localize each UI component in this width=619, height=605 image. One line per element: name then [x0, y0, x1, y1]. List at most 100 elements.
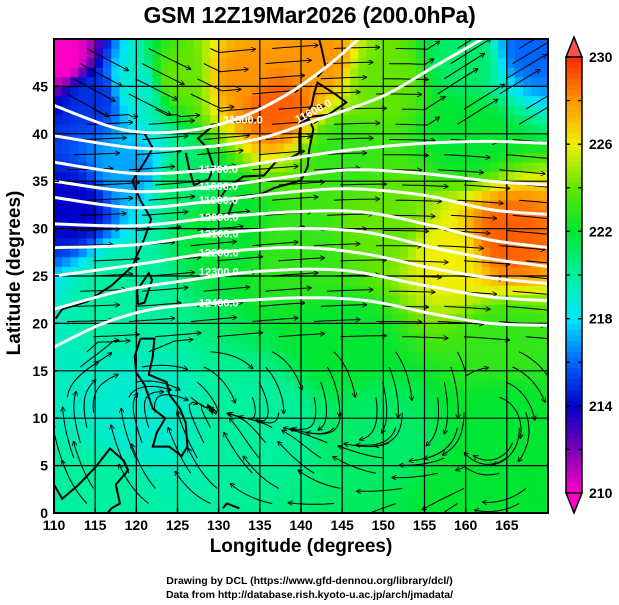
field-cell	[136, 86, 145, 97]
field-cell	[506, 105, 516, 116]
field-cell	[350, 48, 359, 59]
field-cell	[317, 398, 326, 410]
field-cell	[267, 493, 277, 504]
colorbar-segment	[566, 225, 582, 232]
field-cell	[201, 95, 211, 106]
field-cell	[111, 247, 121, 258]
field-cell	[61, 142, 71, 154]
field-cell	[218, 408, 228, 419]
field-cell	[391, 218, 401, 229]
field-cell	[465, 171, 475, 182]
field-cell	[350, 503, 359, 513]
field-cell	[383, 180, 392, 191]
field-cell	[103, 503, 112, 513]
field-cell	[333, 484, 343, 495]
field-cell	[152, 39, 162, 49]
field-cell	[119, 474, 129, 485]
field-cell	[226, 398, 236, 410]
field-cell	[218, 142, 228, 154]
field-cell	[243, 105, 252, 116]
field-cell	[465, 152, 475, 163]
field-cell	[457, 48, 466, 59]
field-cell	[300, 190, 310, 201]
field-cell	[152, 114, 162, 125]
field-cell	[292, 379, 302, 391]
field-cell	[218, 76, 228, 87]
field-cell	[218, 304, 228, 315]
field-cell	[366, 370, 376, 381]
field-cell	[358, 361, 368, 372]
field-cell	[54, 124, 63, 135]
field-cell	[350, 342, 359, 353]
field-cell	[317, 76, 326, 87]
field-cell	[54, 237, 63, 248]
field-cell	[193, 285, 203, 296]
streamline	[423, 487, 465, 509]
field-cell	[366, 323, 376, 334]
field-cell	[325, 247, 335, 258]
colorbar-segment	[566, 84, 582, 91]
field-cell	[152, 190, 162, 201]
field-cell	[465, 275, 475, 286]
field-cell	[267, 218, 277, 229]
field-cell	[473, 455, 483, 466]
field-cell	[259, 180, 269, 191]
field-cell	[119, 304, 129, 315]
streamline	[190, 317, 236, 322]
field-cell	[415, 408, 425, 419]
field-cell	[325, 256, 335, 267]
field-cell	[383, 199, 392, 210]
field-cell	[276, 484, 285, 495]
field-cell	[383, 493, 392, 504]
field-cell	[333, 342, 343, 353]
field-cell	[350, 323, 359, 334]
streamline	[278, 442, 315, 474]
field-cell	[440, 39, 450, 49]
field-cell	[358, 266, 368, 277]
field-cell	[374, 503, 384, 513]
field-cell	[391, 446, 401, 457]
field-cell	[185, 76, 195, 87]
field-cell	[514, 86, 524, 97]
field-cell	[399, 493, 409, 504]
field-cell	[234, 474, 244, 485]
field-cell	[210, 199, 219, 210]
field-cell	[531, 370, 541, 381]
field-cell	[490, 474, 499, 485]
field-cell	[78, 142, 88, 154]
field-cell	[391, 398, 401, 410]
field-cell	[440, 313, 450, 324]
streamline	[525, 336, 548, 340]
field-cell	[292, 503, 302, 513]
field-cell	[432, 152, 442, 163]
field-cell	[374, 285, 384, 296]
field-cell	[490, 436, 499, 447]
field-cell	[210, 218, 219, 229]
streamline	[425, 427, 458, 459]
field-cell	[457, 57, 466, 68]
field-cell	[234, 39, 244, 49]
field-cell	[514, 332, 524, 343]
field-cell	[358, 351, 368, 362]
field-cell	[168, 86, 178, 97]
field-cell	[498, 105, 508, 116]
field-cell	[61, 389, 71, 400]
colorbar-segment	[566, 247, 582, 254]
field-cell	[243, 484, 252, 495]
field-cell	[210, 408, 219, 419]
field-cell	[111, 142, 121, 154]
streamline	[141, 63, 184, 85]
field-cell	[144, 228, 154, 239]
field-cell	[201, 199, 211, 210]
field-cell	[61, 171, 71, 182]
field-cell	[473, 124, 483, 135]
field-cell	[193, 171, 203, 182]
field-cell	[448, 484, 458, 495]
field-cell	[506, 161, 516, 173]
field-cell	[193, 256, 203, 267]
field-cell	[111, 455, 121, 466]
field-cell	[218, 171, 228, 182]
field-cell	[103, 465, 112, 476]
streamline	[188, 449, 218, 489]
field-cell	[136, 152, 145, 163]
